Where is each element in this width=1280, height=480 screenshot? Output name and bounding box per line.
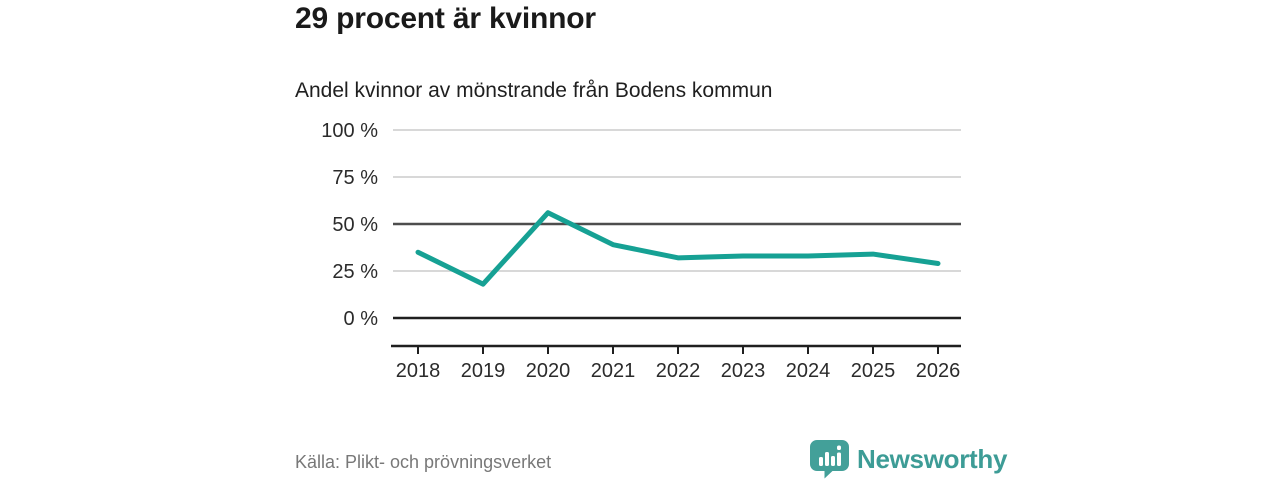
x-tick-label: 2020 bbox=[526, 360, 571, 382]
x-tick-label: 2023 bbox=[721, 360, 766, 382]
newsworthy-logo: Newsworthy bbox=[808, 439, 1007, 479]
y-tick-label: 50 % bbox=[332, 214, 378, 236]
x-tick-label: 2022 bbox=[656, 360, 701, 382]
chart-title: 29 procent är kvinnor bbox=[295, 2, 596, 35]
source-note: Källa: Plikt- och prövningsverket bbox=[295, 452, 552, 472]
y-tick-label: 25 % bbox=[332, 261, 378, 283]
chart-subtitle: Andel kvinnor av mönstrande från Bodens … bbox=[295, 79, 773, 102]
newsworthy-wordmark: Newsworthy bbox=[857, 443, 1008, 474]
x-tick-label: 2025 bbox=[851, 360, 896, 382]
y-tick-label: 75 % bbox=[332, 167, 378, 189]
y-tick-label: 0 % bbox=[344, 308, 379, 330]
x-tick-label: 2024 bbox=[786, 360, 831, 382]
x-tick-label: 2021 bbox=[591, 360, 636, 382]
y-tick-label: 100 % bbox=[321, 120, 378, 142]
x-tick-label: 2026 bbox=[916, 360, 961, 382]
data-line bbox=[415, 210, 941, 287]
x-tick-label: 2019 bbox=[461, 360, 506, 382]
x-tick-label: 2018 bbox=[396, 360, 441, 382]
newsworthy-bubble-chart-icon bbox=[810, 440, 849, 479]
